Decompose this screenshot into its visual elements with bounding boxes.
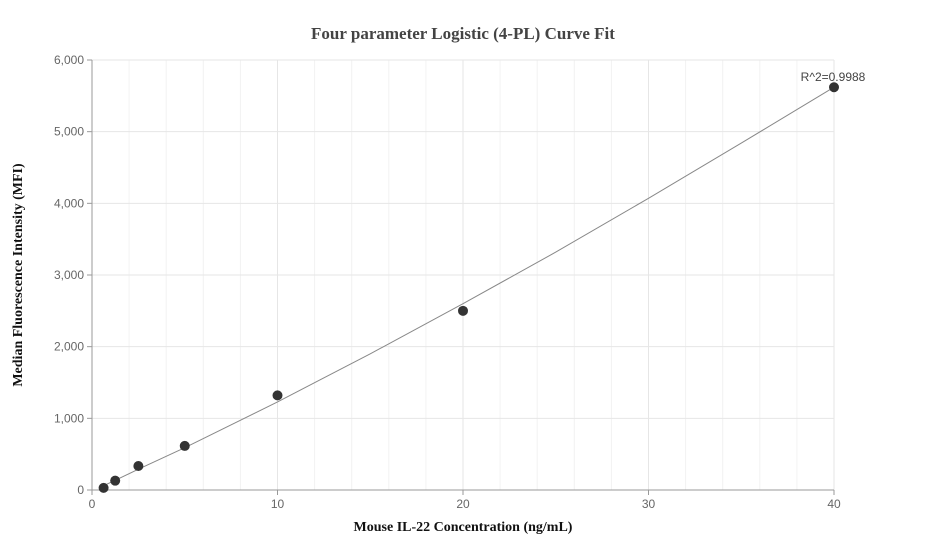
x-tick-label: 20 [456, 497, 470, 511]
fit-curve [103, 86, 835, 487]
y-tick-label: 0 [77, 483, 84, 497]
data-point [829, 82, 839, 93]
y-tick-label: 3,000 [54, 268, 84, 282]
y-tick-label: 5,000 [54, 125, 84, 139]
y-tick-label: 6,000 [54, 53, 84, 67]
chart-title: Four parameter Logistic (4-PL) Curve Fit [311, 24, 615, 43]
data-points [98, 82, 839, 493]
data-point [133, 460, 144, 471]
x-axis-label: Mouse IL-22 Concentration (ng/mL) [354, 520, 573, 535]
grid [91, 59, 835, 491]
data-point [179, 440, 190, 451]
axes: 0 1,000 2,000 3,000 4,000 5,000 6,000 0 10 20 30 40 [54, 53, 841, 511]
r-squared-annotation: R^2=0.9988 [801, 70, 866, 84]
fit-curve-layer [103, 86, 835, 487]
x-tick-label: 40 [827, 497, 841, 511]
y-axis-label: Median Fluorescence Intensity (MFI) [11, 163, 26, 387]
x-tick-label: 30 [642, 497, 656, 511]
y-tick-label: 2,000 [54, 340, 84, 354]
y-tick-label: 4,000 [54, 196, 84, 210]
x-tick-label: 10 [271, 497, 285, 511]
x-tick-label: 0 [89, 497, 96, 511]
data-point [98, 482, 109, 493]
y-tick-label: 1,000 [54, 411, 84, 425]
data-point [110, 475, 121, 486]
data-point [458, 305, 468, 316]
data-point [272, 390, 283, 401]
